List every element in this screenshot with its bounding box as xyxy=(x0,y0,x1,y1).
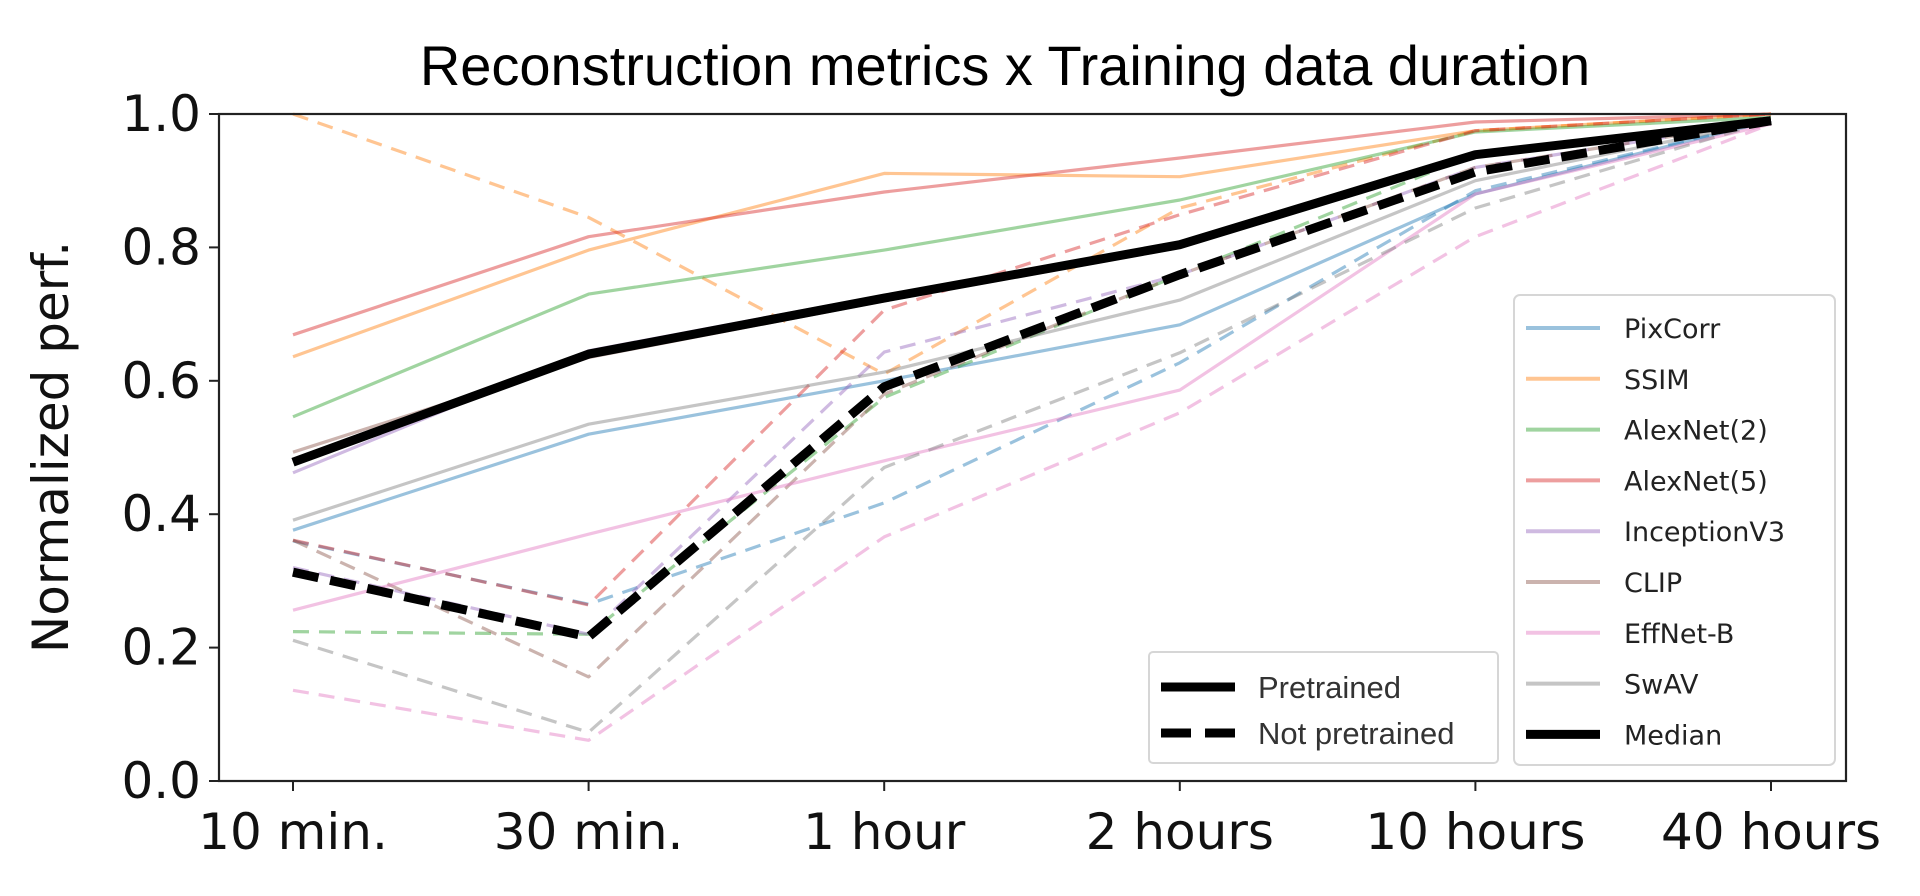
series-line-effnet-b-not-pretrained xyxy=(292,122,1772,742)
x-tick-label: 10 hours xyxy=(1365,803,1585,861)
series-line-median-pretrained xyxy=(291,116,1772,467)
y-axis-label: Normalized perf. xyxy=(22,241,80,653)
y-tick-label: 0.4 xyxy=(121,485,201,543)
series-line-pixcorr-not-pretrained xyxy=(292,119,1772,606)
series-layer xyxy=(291,112,1772,742)
style-legend-label: Not pretrained xyxy=(1258,716,1454,751)
legend-label: AlexNet(5) xyxy=(1624,466,1768,497)
legend-label: AlexNet(2) xyxy=(1624,416,1768,447)
y-tick-label: 0.0 xyxy=(121,752,201,810)
legend-label: InceptionV3 xyxy=(1624,517,1785,548)
series-line-swav-pretrained xyxy=(292,119,1772,522)
legend-label: EffNet-B xyxy=(1624,619,1734,650)
plot-frame xyxy=(217,112,1848,783)
series-line-alexnet-2-pretrained xyxy=(292,115,1772,419)
metric-legend: PixCorr SSIM AlexNet(2) AlexNet(5) Inception… xyxy=(1513,294,1836,766)
legend-label: Median xyxy=(1624,720,1722,751)
chart-title: Reconstruction metrics x Training data d… xyxy=(420,34,1590,97)
style-legend-label: Pretrained xyxy=(1258,670,1401,705)
series-line-alexnet-5-pretrained xyxy=(292,112,1772,337)
x-tick-label: 40 hours xyxy=(1661,803,1881,861)
x-tick-label: 10 min. xyxy=(198,803,388,861)
pretraining-legend: Pretrained Not pretrained xyxy=(1148,651,1499,764)
series-line-swav-not-pretrained xyxy=(292,119,1772,734)
legend-label: CLIP xyxy=(1624,568,1682,599)
series-line-pixcorr-pretrained xyxy=(292,119,1772,532)
legend-label: SwAV xyxy=(1624,670,1699,701)
x-tick-label: 2 hours xyxy=(1086,803,1274,861)
series-line-ssim-not-pretrained xyxy=(292,112,1772,376)
x-tick-label: 30 min. xyxy=(494,803,684,861)
series-line-alexnet-5-not-pretrained xyxy=(292,112,1772,607)
y-tick-label: 0.6 xyxy=(121,352,201,410)
y-tick-label: 0.8 xyxy=(121,218,201,276)
series-line-ssim-pretrained xyxy=(292,112,1772,359)
series-line-effnet-b-pretrained xyxy=(292,122,1772,612)
x-tick-label: 1 hour xyxy=(803,803,966,861)
legend-label: SSIM xyxy=(1624,365,1690,396)
legend-label: PixCorr xyxy=(1624,314,1721,345)
series-line-median-not-pretrained xyxy=(292,116,1772,642)
y-ticks: 0.0 0.2 0.4 0.6 0.8 1.0 xyxy=(121,85,219,810)
x-ticks: 10 min. 30 min. 1 hour 2 hours 10 hours 40 ho… xyxy=(198,781,1881,861)
y-tick-label: 0.2 xyxy=(121,619,201,677)
style-legend-box xyxy=(1148,651,1499,764)
legend-box xyxy=(1513,294,1836,766)
y-tick-label: 1.0 xyxy=(121,85,201,143)
